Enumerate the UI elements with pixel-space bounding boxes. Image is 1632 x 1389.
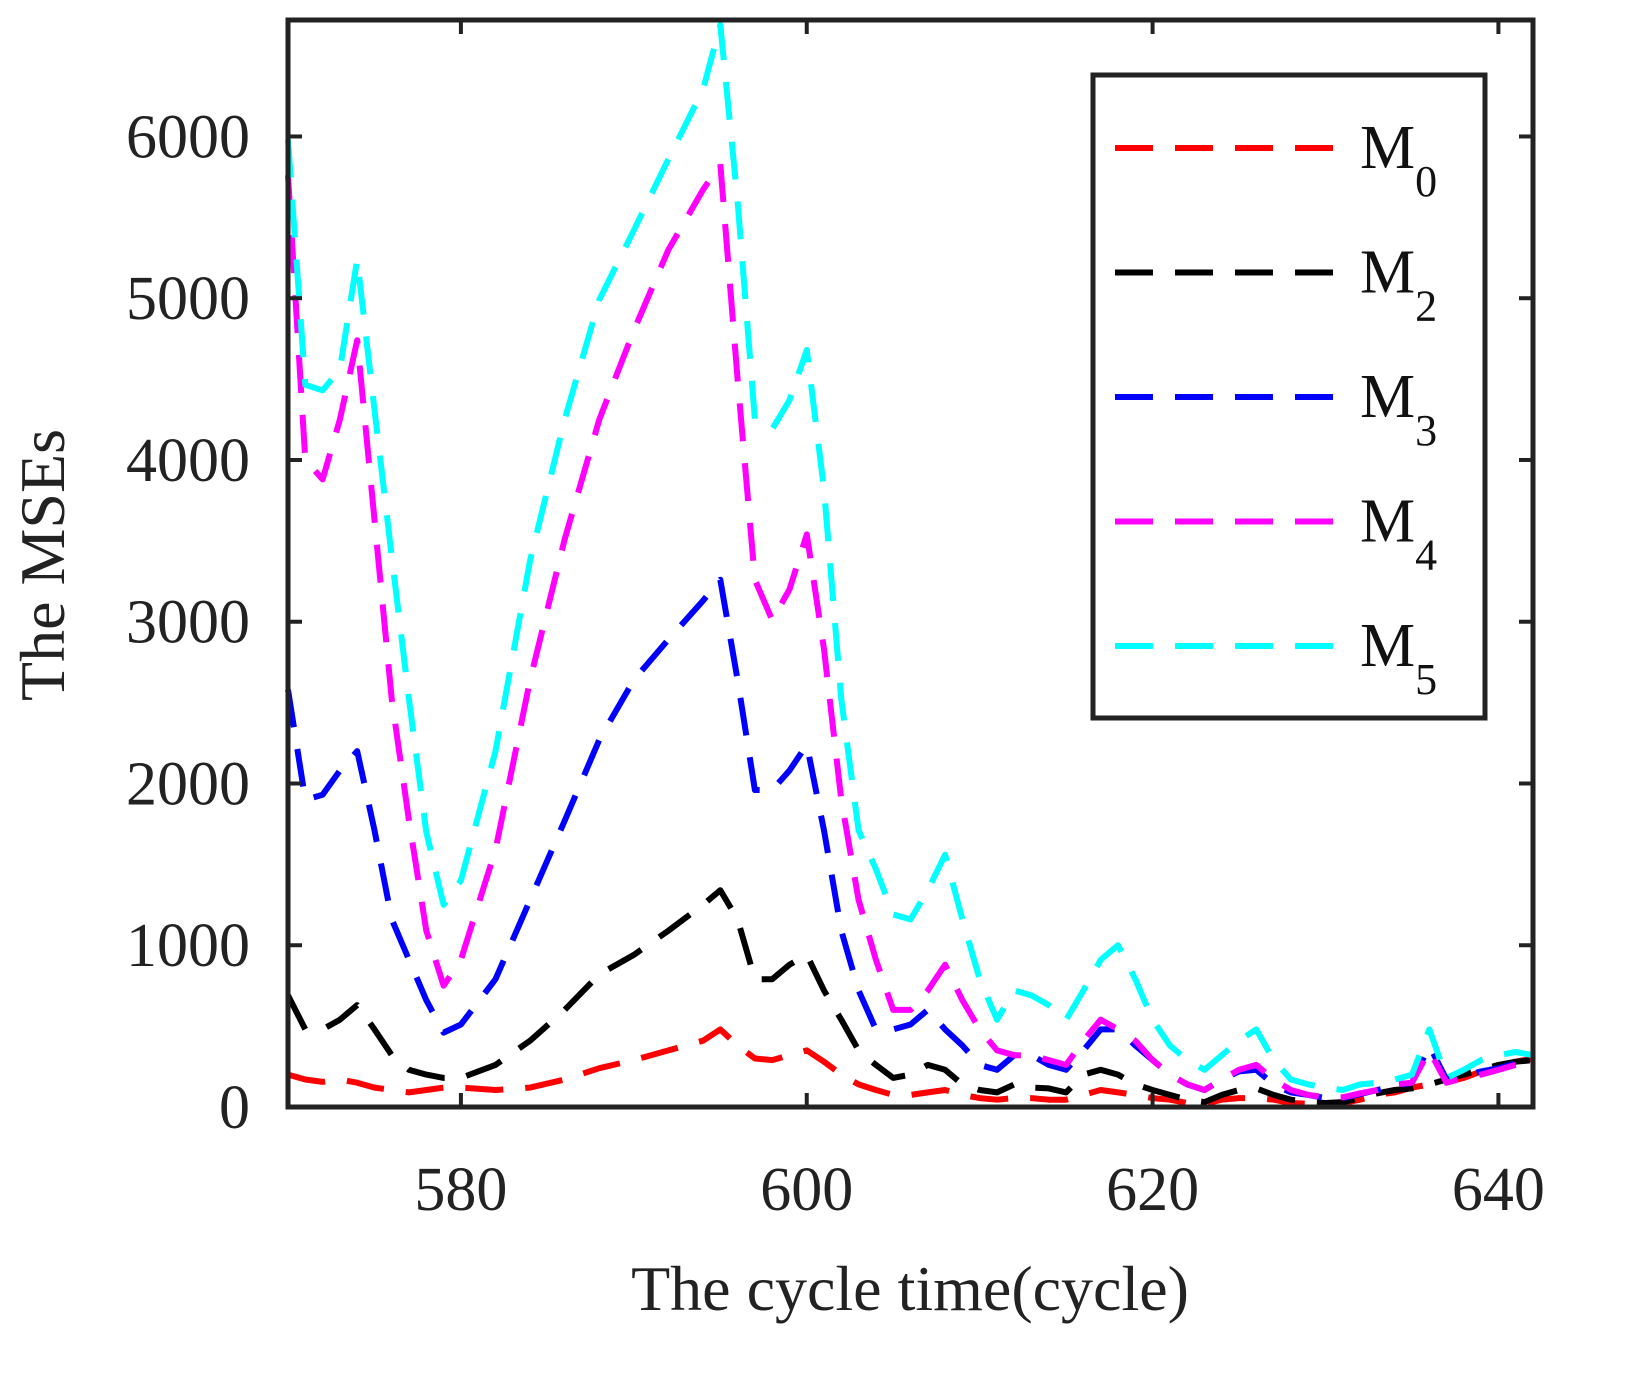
x-tick-label: 640 xyxy=(1452,1156,1545,1224)
series-line-M4 xyxy=(285,161,1534,1101)
y-tick-label: 6000 xyxy=(126,103,250,171)
legend-entry-M3: M3 xyxy=(1115,363,1437,455)
legend-entry-M2: M2 xyxy=(1115,239,1437,331)
legend-box xyxy=(1090,72,1488,721)
legend-label: M3 xyxy=(1360,363,1437,455)
series-layer xyxy=(285,21,1534,1107)
legend-label: M4 xyxy=(1360,488,1437,580)
series-line-M5 xyxy=(285,21,1534,1093)
legend-entry-M5: M5 xyxy=(1115,612,1437,704)
y-tick-label: 0 xyxy=(219,1074,250,1142)
x-tick-label: 580 xyxy=(414,1156,507,1224)
legend-label: M5 xyxy=(1360,612,1437,704)
legend: M0 M2 M3 M4 M5 xyxy=(1090,72,1488,721)
y-tick-label: 5000 xyxy=(126,265,250,333)
x-tick-label: 600 xyxy=(760,1156,853,1224)
series-line-M2 xyxy=(285,887,1534,1106)
y-tick-label: 4000 xyxy=(126,427,250,495)
y-axis-label: The MSEs xyxy=(7,429,78,701)
legend-entry-M4: M4 xyxy=(1115,488,1437,580)
series-line-M0 xyxy=(287,1026,1534,1107)
plot-frame xyxy=(285,17,1536,1110)
legend-entry-M0: M0 xyxy=(1115,114,1437,206)
legend-label: M2 xyxy=(1360,239,1437,331)
x-tick-label: 620 xyxy=(1106,1156,1199,1224)
y-tick-label: 3000 xyxy=(126,589,250,657)
y-tick-label: 1000 xyxy=(126,912,250,980)
ticks-layer: 580 600 620 640 0 1000 2000 3000 4000 5000 6000 xyxy=(126,20,1545,1224)
y-tick-label: 2000 xyxy=(126,750,250,818)
legend-label: M0 xyxy=(1360,114,1437,206)
x-axis-label: The cycle time(cycle) xyxy=(631,1253,1189,1324)
